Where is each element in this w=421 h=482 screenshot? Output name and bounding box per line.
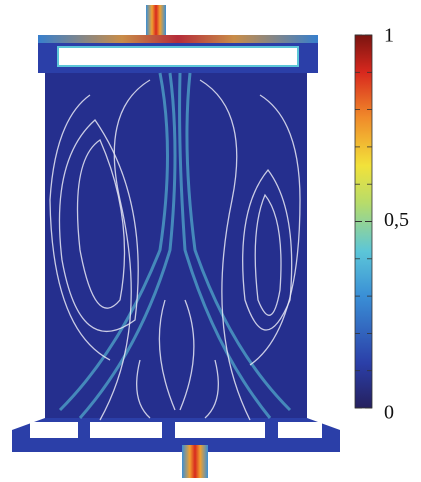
streamlines: [49, 79, 301, 421]
top-flow: [38, 35, 318, 43]
jet-streams: [58, 72, 292, 419]
colorbar-tick-label: 0,5: [384, 209, 409, 231]
bottom-slot: [90, 422, 162, 438]
outlet: [182, 445, 208, 478]
chamber: [45, 73, 307, 418]
bottom-slot: [175, 422, 265, 438]
colorbar-tick-label: 0: [384, 402, 394, 424]
simulation-domain: [12, 5, 340, 478]
colorbar-tick-label: 1: [384, 24, 394, 46]
top-slot: [57, 46, 299, 67]
colorbar-minor-ticks: [355, 71, 372, 372]
bottom-slot: [278, 422, 322, 438]
inlet: [146, 5, 166, 43]
bottom-slot: [30, 422, 78, 438]
